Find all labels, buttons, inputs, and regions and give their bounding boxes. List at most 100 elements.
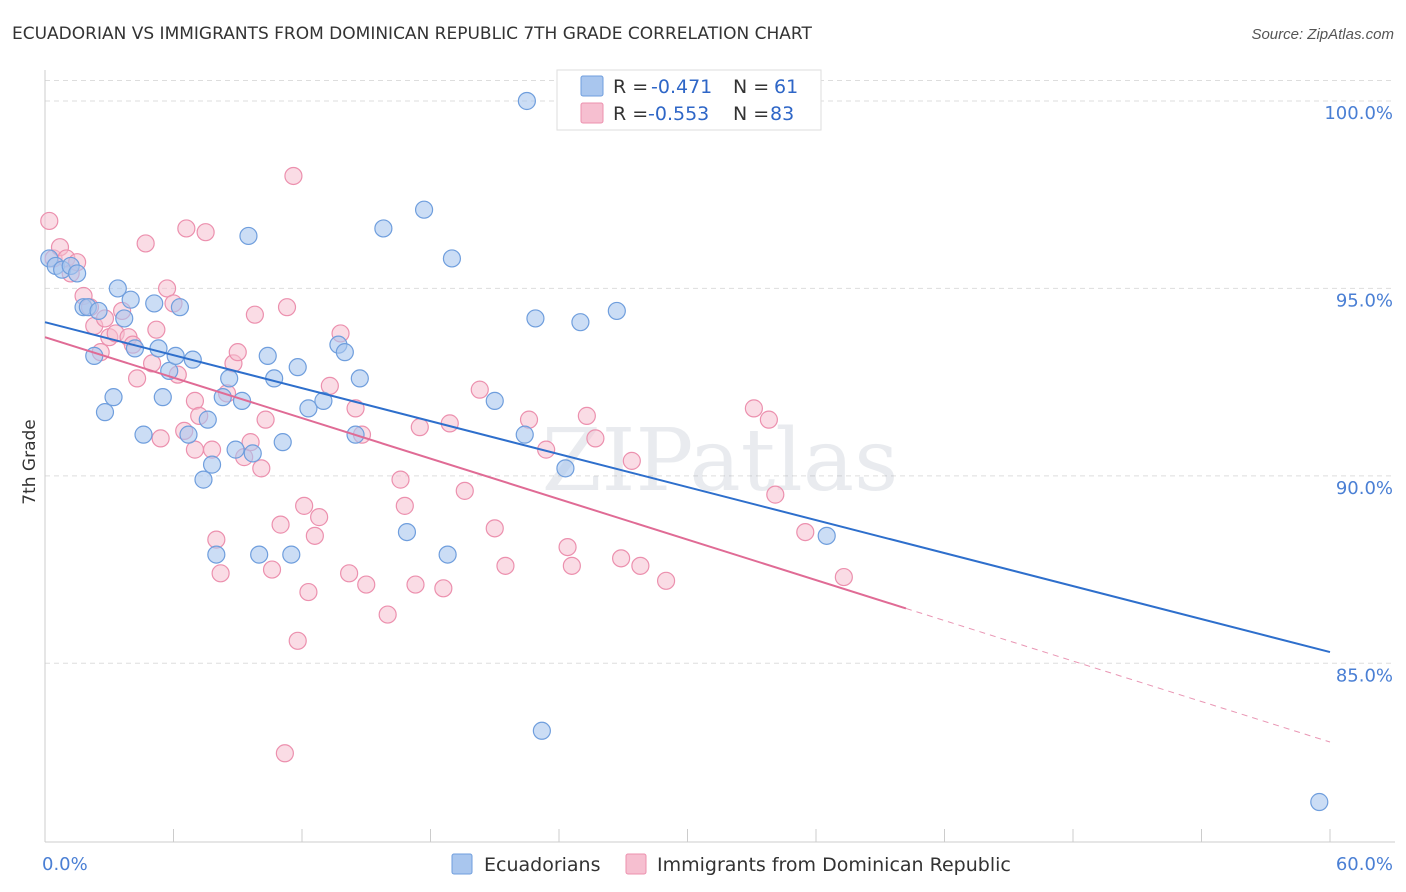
ecuadorian-point-25 (198, 410, 217, 429)
ecuadorian-point-58 (607, 301, 626, 321)
dominican-point-51 (340, 564, 359, 583)
dominican-point-62 (455, 481, 474, 500)
legend-blue-n-value: 61 (774, 76, 798, 98)
ecuadorian-point-57 (571, 313, 590, 332)
ecuadorian-point-53 (517, 91, 536, 111)
chart-title: ECUADORIAN VS IMMIGRANTS FROM DOMINICAN … (12, 24, 812, 44)
ecuadorian-point-60 (1310, 792, 1329, 812)
axes (44, 70, 1395, 843)
legend-top: R = -0.471 N = 61 R = -0.553 N = 83 (556, 69, 822, 131)
ecuadorian-point-29 (220, 369, 239, 388)
ecuadorian-point-43 (335, 343, 354, 362)
ecuadorian-point-16 (145, 294, 164, 313)
dominican-point-56 (391, 470, 410, 489)
ecuadorian-point-47 (397, 522, 417, 542)
legend-blue-swatch (580, 75, 604, 97)
dominican-point-55 (378, 605, 397, 624)
watermark: ZIPatlas (542, 411, 898, 511)
dominican-point-68 (558, 537, 577, 557)
ecuadorian-point-8 (89, 301, 108, 321)
dominican-point-79 (796, 522, 815, 542)
ecuadorian-point-14 (125, 339, 145, 358)
dominican-trend-line-extension (905, 607, 1331, 743)
dominican-point-81 (275, 744, 294, 763)
dominican-point-48 (310, 508, 329, 527)
dominican-point-21 (157, 279, 177, 298)
dominican-point-44 (288, 631, 307, 650)
ecuadorian-point-17 (149, 339, 168, 358)
ecuadorian-point-10 (104, 388, 123, 407)
ecuadorian-point-35 (258, 346, 277, 366)
x-tick-label-0: 0.0% (42, 854, 88, 875)
dominican-point-28 (196, 223, 215, 242)
ecuadorian-point-45 (350, 369, 369, 388)
legend-bottom: Ecuadorians Immigrants from Dominican Re… (451, 853, 1011, 876)
dominican-point-19 (147, 320, 166, 339)
legend-pink-r-value: -0.553 (648, 103, 709, 125)
dominican-point-43 (284, 166, 303, 186)
dominican-point-34 (228, 343, 247, 362)
legend-pink-r-label: R = (613, 103, 648, 125)
ecuadorian-point-38 (282, 545, 301, 564)
legend-bottom-pink-swatch (625, 853, 647, 875)
dominican-point-45 (295, 496, 314, 515)
ecuadorian-point-9 (95, 403, 115, 422)
ecuadorian-point-50 (442, 249, 462, 268)
ecuadorian-point-39 (288, 358, 307, 377)
legend-bottom-blue-label: Ecuadorians (484, 854, 601, 876)
ecuadorian-point-51 (485, 391, 504, 410)
ecuadorian-point-41 (314, 391, 333, 410)
trend-lines (44, 321, 1331, 743)
x-tick-label-1: 60.0% (1336, 854, 1393, 875)
ecuadorian-point-27 (207, 545, 226, 564)
dominican-point-64 (485, 519, 504, 538)
dominican-point-60 (434, 579, 453, 598)
chart-source: Source: ZipAtlas.com (1251, 26, 1394, 43)
dominican-point-69 (562, 556, 581, 575)
y-tick-label-2: 90.0% (1336, 478, 1393, 499)
dominican-point-76 (744, 399, 763, 418)
ecuadorian-point-55 (532, 721, 551, 740)
dominican-point-82 (185, 440, 205, 459)
dominican-point-70 (577, 406, 596, 425)
dominican-point-71 (586, 429, 605, 448)
legend-pink-swatch (580, 102, 604, 124)
ecuadorian-point-34 (250, 545, 269, 564)
dominican-point-59 (410, 418, 429, 437)
ecuadorian-point-11 (108, 279, 127, 298)
dominican-point-54 (357, 575, 376, 594)
dominican-point-17 (136, 234, 155, 253)
ecuadorian-point-18 (153, 388, 172, 407)
legend-blue-r-label: R = (613, 76, 648, 98)
ecuadorian-point-46 (374, 219, 393, 238)
dominican-point-40 (262, 560, 282, 579)
ecuadorian-point-13 (121, 290, 140, 309)
ecuadorian-point-32 (239, 226, 258, 246)
dominican-point-25 (177, 219, 196, 238)
watermark-text: ZIPatlas (542, 411, 898, 511)
dominican-point-46 (299, 582, 318, 602)
dominican-point-31 (211, 564, 230, 583)
ecuadorian-point-59 (817, 526, 836, 545)
ecuadorian-point-15 (134, 425, 153, 444)
ecuadorian-point-24 (194, 470, 213, 489)
dominican-point-37 (245, 305, 264, 324)
y-tick-labels: 100.0% 95.0% 90.0% 85.0% (1324, 103, 1393, 686)
dominican-point-72 (612, 549, 631, 568)
dominican-point-61 (440, 414, 459, 433)
y-tick-label-3: 85.0% (1336, 665, 1393, 686)
ecuadorian-point-12 (115, 309, 134, 328)
x-tick-labels: 0.0% 60.0% (42, 854, 1393, 875)
ecuadorian-point-4 (68, 264, 87, 283)
dominican-point-38 (252, 459, 271, 478)
dominican-point-0 (40, 211, 59, 231)
dominican-point-47 (305, 526, 324, 545)
ecuadorian-point-30 (226, 440, 245, 459)
y-tick-label-0: 100.0% (1324, 103, 1393, 124)
dominican-point-78 (766, 485, 785, 504)
y-tick-label-1: 95.0% (1336, 290, 1393, 311)
dominican-point-73 (622, 451, 641, 470)
ecuadorian-point-26 (202, 455, 222, 474)
ecuadorian-point-36 (265, 369, 284, 388)
legend-blue-r-value: -0.471 (651, 76, 712, 98)
